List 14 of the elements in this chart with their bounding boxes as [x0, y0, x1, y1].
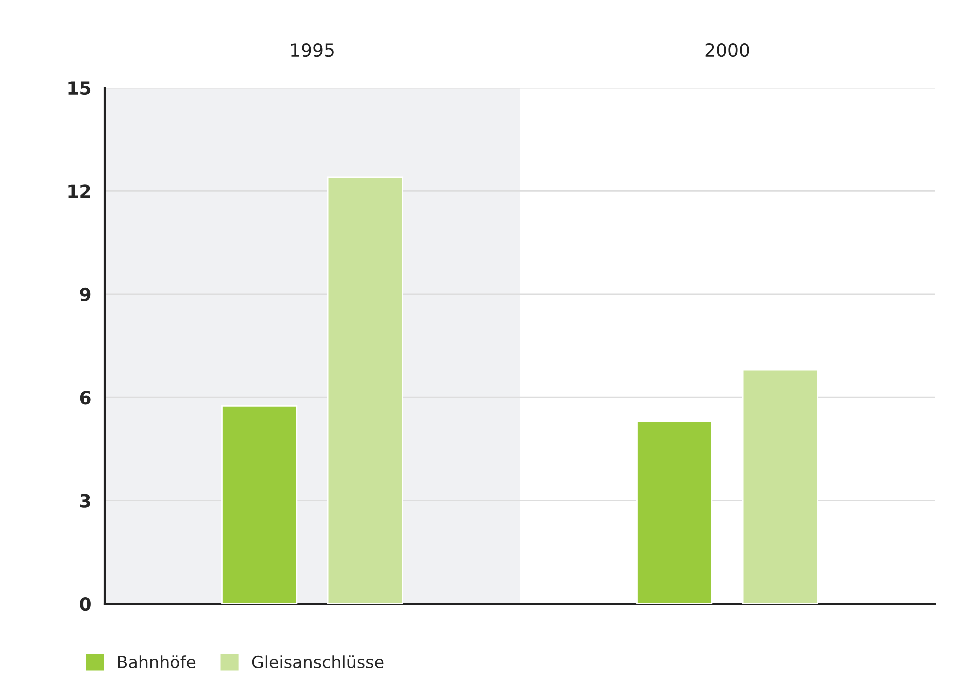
x-tick-label: 1995 — [292, 43, 334, 58]
bar — [222, 406, 298, 604]
bar — [742, 369, 818, 604]
y-tick-label: 15 — [68, 82, 91, 96]
legend-label: Gleisanschlüsse — [252, 656, 384, 669]
y-tick-label: 3 — [80, 494, 90, 508]
y-tick-label: 12 — [68, 184, 90, 198]
bar — [327, 176, 404, 604]
bar — [636, 420, 713, 604]
y-tick-label: 9 — [80, 288, 91, 302]
x-tick-label: 2000 — [706, 43, 750, 58]
y-tick-label: 6 — [80, 391, 91, 405]
legend-label: Bahnhöfe — [118, 656, 196, 669]
y-tick-label: 0 — [80, 597, 91, 612]
